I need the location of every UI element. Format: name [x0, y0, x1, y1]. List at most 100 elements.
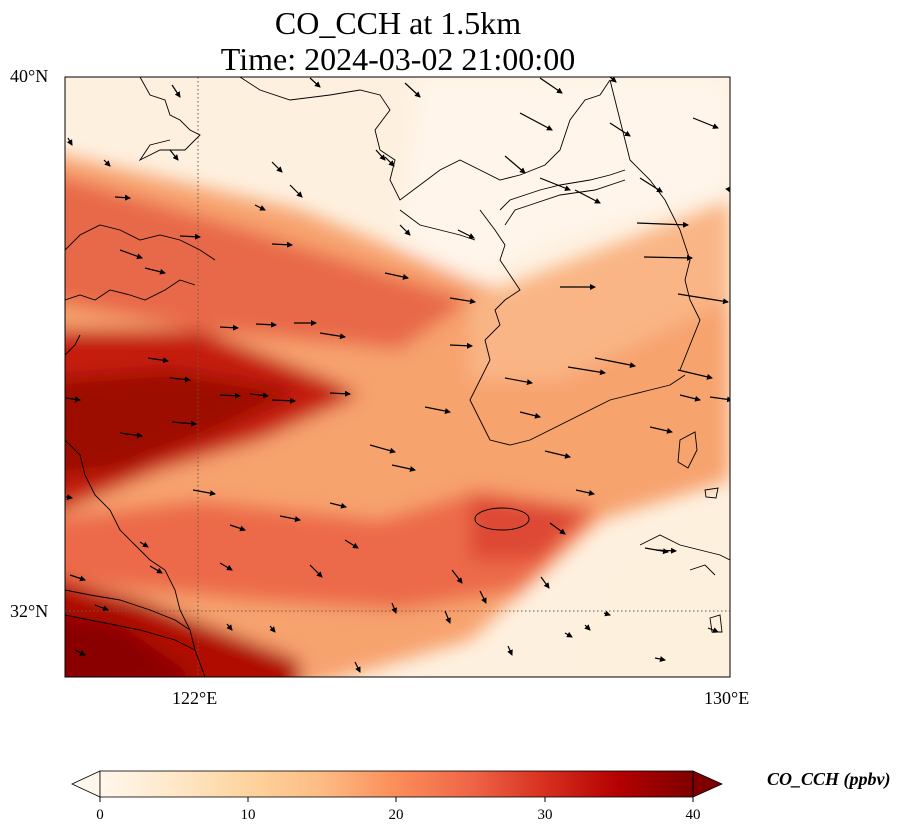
lon-tick-122e: 122°E [172, 688, 218, 708]
wind-arrow [269, 625, 276, 633]
wind-arrow [519, 411, 541, 419]
wind-arrow [65, 396, 81, 403]
wind-arrow [289, 184, 303, 198]
wind-arrow [504, 377, 533, 386]
wind-arrow [375, 149, 386, 161]
wind-arrow [549, 522, 566, 535]
wind-arrow [229, 524, 246, 532]
wind-arrow [479, 590, 487, 604]
wind-arrow [329, 502, 347, 509]
wind-arrow [171, 84, 181, 98]
wind-arrow [103, 159, 111, 167]
lon-tick-130e: 130°E [704, 688, 750, 708]
wind-arrow [179, 233, 201, 240]
wind-arrow [255, 321, 277, 328]
map-title-line2: Time: 2024-03-02 21:00:00 [220, 41, 576, 77]
wind-arrow [639, 177, 663, 193]
wind-arrow [219, 324, 239, 331]
wind-arrow [144, 267, 166, 275]
wind-vectors [65, 77, 730, 673]
gridlines [65, 77, 730, 677]
wind-arrow [192, 489, 216, 497]
wind-arrow [603, 610, 611, 617]
wind-arrow [574, 189, 601, 204]
colorbar-label: CO_CCH (ppbv) [767, 769, 891, 789]
wind-arrow [567, 366, 606, 376]
wind-arrow [119, 249, 143, 260]
wind-arrow [609, 122, 631, 137]
wind-arrow [329, 390, 351, 397]
wind-arrow [404, 82, 421, 98]
wind-arrow [677, 293, 729, 305]
wind-arrow [219, 392, 241, 399]
wind-arrow [692, 117, 719, 129]
wind-arrow [449, 342, 473, 349]
wind-arrow [391, 464, 416, 472]
wind-arrow [309, 564, 323, 578]
wind-arrow [254, 204, 266, 211]
wind-arrow [584, 624, 591, 631]
wind-arrow [369, 444, 396, 454]
wind-arrow [449, 297, 476, 305]
wind-arrow [399, 224, 411, 236]
wind-arrow [539, 77, 563, 94]
wind-arrow [444, 610, 451, 624]
colorbar-tick-30: 30 [537, 807, 553, 823]
wind-arrow [65, 494, 73, 501]
wind-arrow [94, 604, 109, 612]
wind-arrow [149, 565, 163, 574]
map-frame [64, 76, 731, 678]
wind-arrow [544, 450, 571, 459]
wind-arrow [677, 369, 713, 380]
colorbar-gradient [100, 771, 693, 797]
wind-arrow [540, 576, 550, 589]
wind-arrow [451, 569, 463, 584]
wind-arrow [169, 376, 191, 383]
wind-arrow [709, 396, 730, 403]
wind-arrow [344, 539, 359, 549]
wind-arrow [564, 631, 573, 638]
colorbar-tick-20: 20 [388, 807, 404, 823]
wind-arrow [519, 112, 553, 131]
colorbar-tick-10: 10 [240, 807, 256, 823]
wind-arrow [354, 661, 361, 673]
wind-arrow [609, 77, 617, 83]
wind-arrow [319, 332, 346, 340]
wind-arrow [114, 194, 131, 201]
wind-arrow [119, 432, 143, 439]
wind-arrow [226, 623, 233, 631]
wind-arrow [147, 357, 169, 364]
wind-arrow [271, 397, 296, 404]
wind-arrow [457, 229, 475, 239]
wind-arrow [507, 645, 513, 656]
wind-arrow [424, 406, 451, 414]
wind-arrow [643, 254, 693, 261]
wind-arrow [271, 161, 283, 173]
wind-arrow [279, 515, 301, 522]
wind-arrow [679, 394, 701, 402]
wind-arrow [69, 574, 86, 582]
wind-arrow [384, 272, 409, 280]
colorbar-tick-40: 40 [685, 807, 701, 823]
wind-arrow [391, 602, 397, 614]
wind-arrow [539, 177, 571, 191]
wind-arrow [74, 649, 86, 656]
wind-arrow [169, 149, 179, 161]
wind-arrow [271, 241, 293, 248]
colorbar-min-extension [71, 770, 101, 798]
wind-arrow [384, 156, 395, 167]
wind-arrow [219, 562, 233, 571]
wind-arrow [655, 547, 677, 554]
wind-arrow [654, 656, 666, 662]
wind-arrow [249, 392, 269, 399]
concentration-field [65, 77, 730, 677]
wind-arrow [171, 420, 197, 427]
wind-arrow [575, 489, 595, 496]
colorbar-tick-0: 0 [96, 807, 104, 823]
wind-arrow [504, 155, 526, 174]
wind-arrow [707, 627, 719, 633]
lat-tick-32n: 32°N [10, 601, 49, 621]
wind-arrow [66, 137, 73, 146]
colorbar-max-extension [692, 770, 723, 798]
